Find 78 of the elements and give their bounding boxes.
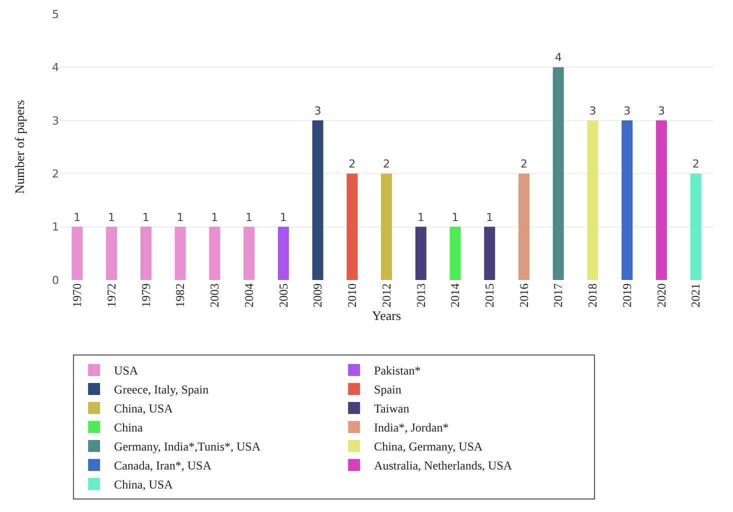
y-tick-label: 2 [52, 167, 59, 180]
bar [622, 120, 633, 280]
x-tick-label: 1970 [70, 283, 84, 308]
x-tick-label: 2010 [345, 283, 360, 308]
legend-label: China [114, 420, 144, 435]
x-tick-label: 2018 [586, 283, 600, 308]
x-tick-label: 1982 [173, 283, 188, 308]
y-tick-label: 4 [52, 61, 59, 74]
x-tick-label: 2014 [448, 283, 462, 308]
data-label: 3 [589, 104, 596, 118]
bar [381, 174, 392, 280]
bar [587, 120, 598, 280]
x-tick-label: 2016 [516, 283, 531, 308]
bar [140, 226, 152, 280]
bar [174, 226, 186, 280]
legend-label: China, USA [114, 478, 174, 492]
data-label: 1 [452, 210, 459, 224]
legend-label: Germany, India*,Tunis*, USA [114, 440, 261, 454]
x-tick-label: 2004 [242, 283, 256, 308]
data-label: 2 [348, 158, 356, 171]
bar [346, 174, 358, 280]
x-tick-label: 2015 [482, 283, 497, 308]
legend-label: Pakistan* [374, 364, 421, 378]
x-tick-label: 2013 [414, 283, 428, 308]
x-axis-title: Years [372, 308, 402, 323]
y-tick-label: 0 [52, 274, 59, 287]
bar [106, 226, 118, 280]
x-tick-label: 2012 [379, 283, 394, 308]
bar [209, 226, 220, 280]
data-label: 1 [142, 210, 150, 224]
data-label: 1 [74, 210, 81, 224]
y-tick-label: 1 [52, 220, 59, 234]
data-label: 1 [486, 210, 494, 224]
data-label: 2 [383, 158, 390, 171]
legend-label: Canada, Iran*, USA [114, 458, 212, 473]
x-tick-label: 1972 [104, 283, 118, 308]
x-tick-label: 2020 [654, 283, 668, 308]
x-tick-label: 2017 [551, 283, 566, 308]
data-label: 2 [520, 158, 528, 171]
legend-label: Australia, Netherlands, USA [374, 458, 512, 473]
data-label: 4 [554, 51, 562, 64]
legend-label: China, USA [114, 402, 174, 416]
x-tick-label: 2009 [310, 283, 325, 308]
x-tick-label: 2003 [208, 283, 222, 308]
x-tick-label: 2019 [620, 283, 634, 308]
bar [450, 226, 461, 280]
legend-label: Spain [374, 382, 402, 397]
legend-label: Taiwan [374, 402, 410, 416]
bar [552, 67, 564, 280]
y-tick-label: 3 [52, 114, 59, 128]
data-label: 1 [417, 210, 424, 224]
y-axis-title: Number of papers [12, 100, 27, 194]
data-label: 3 [658, 104, 665, 118]
data-label: 1 [176, 210, 184, 224]
legend-label: USA [114, 364, 138, 378]
data-label: 1 [280, 210, 287, 224]
bar [244, 226, 255, 280]
y-tick-label: 5 [52, 8, 59, 21]
bar [72, 226, 83, 280]
legend-label: India*, Jordan* [374, 420, 449, 435]
x-tick-label: 1979 [138, 283, 153, 308]
data-label: 1 [211, 210, 218, 224]
x-tick-label: 2005 [276, 283, 290, 308]
bar [312, 120, 324, 280]
legend-label: Greece, Italy, Spain [114, 382, 209, 397]
legend-label: China, Germany, USA [374, 440, 483, 454]
bar [278, 226, 289, 280]
data-label: 1 [246, 210, 253, 224]
bar [484, 226, 496, 280]
x-tick-label: 2021 [688, 283, 703, 308]
bar [415, 226, 426, 280]
data-label: 1 [108, 210, 116, 224]
bar [690, 174, 702, 280]
data-label: 3 [624, 104, 631, 118]
bar [656, 120, 667, 280]
bar [518, 174, 530, 280]
data-label: 2 [692, 158, 700, 171]
data-label: 3 [314, 104, 322, 118]
